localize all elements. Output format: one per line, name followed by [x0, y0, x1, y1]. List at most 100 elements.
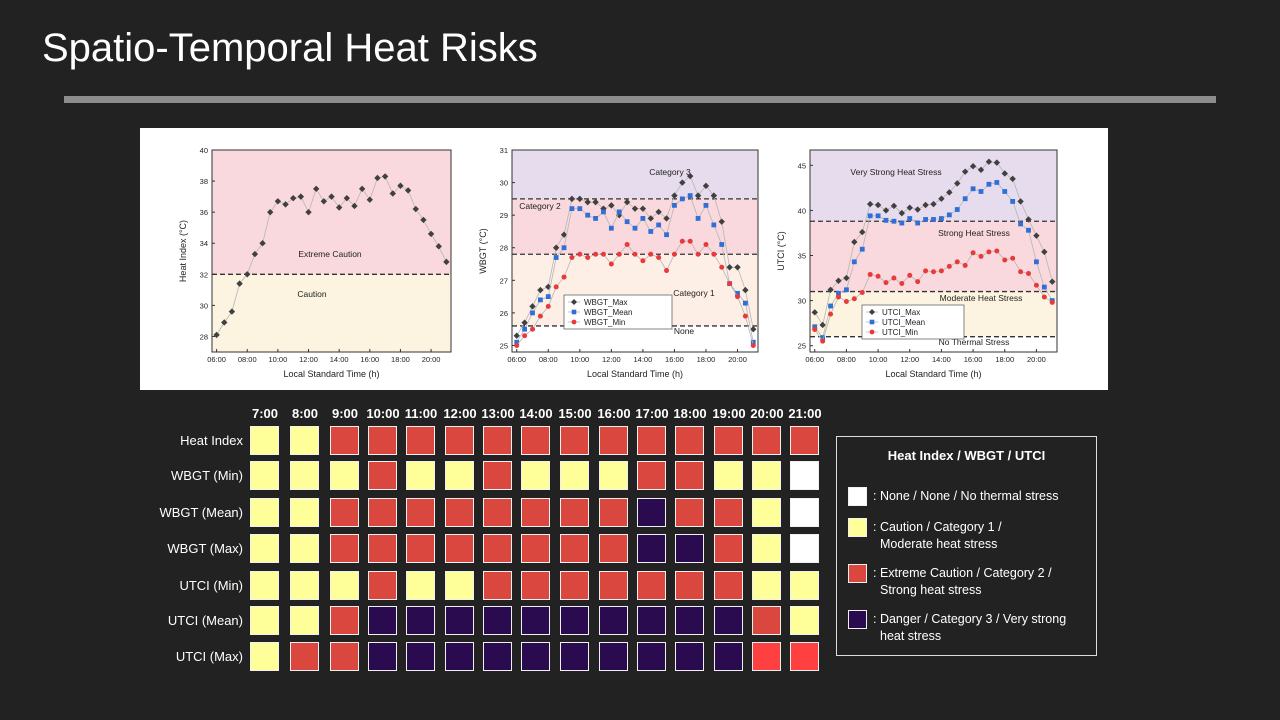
- data-point: [577, 206, 583, 212]
- heatmap-cell: [675, 606, 704, 635]
- data-point: [882, 207, 890, 214]
- data-point: [750, 342, 756, 348]
- y-tick-label: 28: [200, 332, 208, 341]
- data-point: [890, 202, 898, 210]
- data-point: [568, 195, 576, 203]
- data-point: [656, 255, 662, 261]
- legend-swatch: [848, 487, 867, 506]
- data-point: [914, 206, 921, 213]
- heatmap-cell: [483, 461, 512, 490]
- heatmap-cell: [521, 461, 550, 490]
- column-header: 12:00: [443, 406, 477, 421]
- x-tick-label: 12:00: [602, 355, 621, 364]
- chart-2: Category 3 Category 2 Category 1 None 25 26 27…: [478, 146, 759, 379]
- heatmap-cell: [445, 642, 474, 671]
- heatmap-cell: [675, 571, 704, 600]
- heatmap-cell: [714, 571, 743, 600]
- zone-label: Strong Heat Stress: [938, 228, 1010, 238]
- heatmap-cell: [637, 534, 666, 563]
- heatmap-cell: [290, 461, 319, 490]
- data-point: [514, 342, 520, 348]
- chart-figure-panel: Extreme Caution Caution 28 30 32 34 36 38 40 06:0…: [140, 128, 1108, 390]
- heatmap-cell: [368, 642, 397, 671]
- data-point: [727, 281, 733, 287]
- data-point: [875, 273, 881, 279]
- legend-label: UTCI_Mean: [882, 318, 925, 327]
- plot-frame: [511, 149, 759, 353]
- heatmap-cell: [406, 571, 435, 600]
- data-point: [1018, 269, 1024, 275]
- heatmap-cell: [637, 426, 666, 455]
- x-axis-title: Local Standard Time (h): [587, 369, 683, 379]
- heatmap-cell: [599, 534, 628, 563]
- data-point: [639, 205, 647, 212]
- data-point: [593, 216, 598, 221]
- data-point: [994, 248, 1000, 254]
- heatmap-cell: [483, 534, 512, 563]
- data-point: [906, 204, 913, 211]
- data-point: [561, 245, 567, 251]
- heatmap-cell: [368, 461, 397, 490]
- data-point: [537, 297, 543, 303]
- data-point: [600, 251, 606, 257]
- data-point: [827, 286, 834, 293]
- y-tick-label: 25: [500, 341, 508, 350]
- y-tick-label: 34: [200, 239, 208, 248]
- row-label: Heat Index: [180, 433, 243, 448]
- heatmap-cell: [752, 642, 781, 671]
- x-tick-label: 14:00: [633, 355, 652, 364]
- heatmap-legend: Heat Index / WBGT / UTCI : None / None /…: [836, 436, 1097, 656]
- legend-marker: [869, 319, 875, 325]
- heatmap-cell: [521, 534, 550, 563]
- heatmap-cell: [637, 461, 666, 490]
- heatmap-cell: [330, 426, 359, 455]
- heatmap-cell: [560, 498, 589, 527]
- zone-label: Category 3: [649, 167, 691, 177]
- column-header: 20:00: [750, 406, 784, 421]
- column-header: 14:00: [519, 406, 553, 421]
- heatmap-cell: [406, 426, 435, 455]
- legend-marker: [571, 319, 577, 325]
- data-point: [899, 280, 905, 286]
- data-point: [679, 179, 686, 186]
- chart-legend-box: [563, 294, 673, 330]
- data-point: [994, 180, 1000, 185]
- plot-frame: [211, 149, 452, 353]
- heatmap-cell: [445, 461, 474, 490]
- data-point: [866, 200, 874, 208]
- y-tick-label: 31: [500, 146, 508, 155]
- zone-label: Extreme Caution: [298, 249, 362, 259]
- heatmap-cell: [675, 426, 704, 455]
- data-point: [883, 217, 889, 223]
- data-point: [844, 287, 849, 293]
- heatmap-cell: [483, 426, 512, 455]
- heatmap-cell: [483, 606, 512, 635]
- x-tick-label: 20:00: [1027, 355, 1046, 364]
- heatmap-cell: [406, 534, 435, 563]
- data-point: [624, 241, 630, 247]
- legend-label: WBGT_Mean: [584, 308, 632, 317]
- heatmap-cell: [599, 498, 628, 527]
- legend-text: : Caution / Category 1 / Moderate heat st…: [873, 519, 1088, 553]
- column-header: 17:00: [635, 406, 669, 421]
- chart-legend-box: [861, 304, 965, 340]
- data-point: [282, 201, 289, 208]
- data-point: [978, 189, 984, 194]
- data-point: [640, 258, 646, 264]
- data-point: [954, 259, 960, 265]
- data-point: [374, 174, 381, 182]
- data-point: [687, 238, 693, 244]
- data-point: [899, 220, 905, 226]
- x-tick-label: 08:00: [238, 355, 257, 364]
- data-point: [213, 331, 220, 339]
- data-point: [593, 251, 599, 257]
- data-point: [946, 189, 953, 196]
- heatmap-cell: [406, 642, 435, 671]
- heatmap-cell: [368, 498, 397, 527]
- data-point: [585, 212, 591, 218]
- data-point: [719, 264, 725, 270]
- heatmap-cell: [330, 534, 359, 563]
- data-point: [836, 294, 841, 300]
- row-label: UTCI (Min): [179, 578, 243, 593]
- data-point: [718, 218, 725, 225]
